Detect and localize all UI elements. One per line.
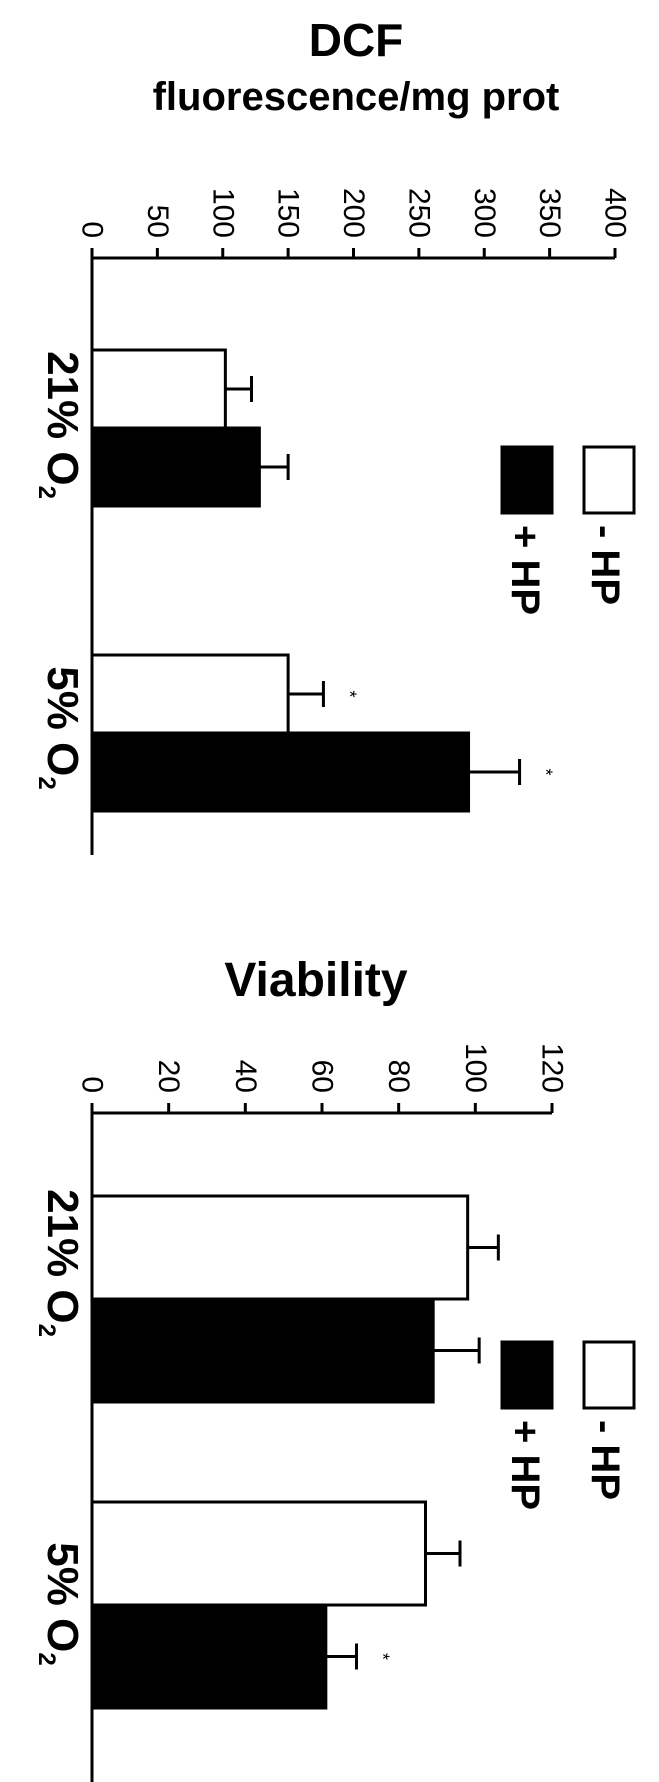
dcf-y-tick-text: 400 (599, 188, 632, 238)
viability-bar (90, 1603, 328, 1710)
viability-legend-label-plus-hp: + HP (503, 1420, 547, 1510)
viability-bar (90, 1194, 470, 1301)
viability-y-tick-text: 20 (152, 1060, 185, 1093)
dcf-category-text-21: 21% O (38, 351, 87, 486)
viability-significance-marker: * (373, 1653, 393, 1660)
viability-bar (90, 1500, 427, 1607)
dcf-legend-label-plus-hp: + HP (503, 525, 547, 615)
dcf-significance-text: * (536, 768, 556, 775)
dcf-y-tick-label: 300 (468, 188, 501, 238)
dcf-y-tick-text: 300 (468, 188, 501, 238)
viability-legend: - HP + HP (500, 1340, 636, 1510)
viability-y-tick-label: 120 (536, 1043, 569, 1093)
dcf-y-tick-text: 150 (272, 188, 305, 238)
svg-text:21% O2: 21% O2 (33, 1189, 87, 1337)
dcf-category-subscript-5: 2 (33, 776, 60, 789)
viability-category-text-5: 5% O (38, 1542, 87, 1652)
viability-legend-swatch-plus-hp (500, 1340, 554, 1410)
dcf-y-tick-label: 200 (337, 188, 370, 238)
dcf-y-tick-label: 0 (76, 221, 109, 238)
dcf-legend-swatch-minus-hp (582, 445, 636, 515)
dcf-bar (90, 731, 471, 813)
dcf-significance-marker: * (339, 690, 359, 697)
viability-title: Viability (224, 954, 407, 1007)
viability-significance-text: * (373, 1653, 393, 1660)
dcf-y-tick-text: 100 (206, 188, 239, 238)
dcf-category-label-5: 5% O2 (33, 666, 87, 789)
dcf-significance-marker: * (536, 768, 556, 775)
viability-y-tick-text: 40 (229, 1060, 262, 1093)
dcf-y-tick-text: 200 (337, 188, 370, 238)
dcf-y-tick-text: 0 (76, 221, 109, 238)
dcf-bar (90, 426, 261, 508)
svg-text:5% O2: 5% O2 (33, 666, 87, 789)
viability-category-subscript-5: 2 (33, 1652, 60, 1665)
dcf-y-tick-label: 350 (533, 188, 566, 238)
dcf-category-text-5: 5% O (38, 666, 87, 776)
viability-bars: * (90, 1194, 500, 1710)
viability-y-tick-text: 80 (382, 1060, 415, 1093)
viability-category-label-21: 21% O2 (33, 1189, 87, 1337)
dcf-y-tick-label: 50 (141, 205, 174, 238)
viability-category-text-21: 21% O (38, 1189, 87, 1324)
viability-y-tick-label: 80 (382, 1060, 415, 1093)
dcf-y-tick-text: 350 (533, 188, 566, 238)
dcf-category-label-21: 21% O2 (33, 351, 87, 499)
viability-bar (90, 1297, 435, 1404)
svg-text:5% O2: 5% O2 (33, 1542, 87, 1665)
dcf-bar (90, 653, 290, 735)
viability-y-tick-text: 120 (536, 1043, 569, 1093)
viability-y-tick-text: 100 (459, 1043, 492, 1093)
dcf-category-subscript-21: 2 (33, 486, 60, 499)
dcf-chart: DCF fluorescence/mg prot 0 50 100 150 200 250… (33, 14, 636, 855)
dcf-y-tick-text: 250 (402, 188, 435, 238)
viability-y-tick-text: 60 (306, 1060, 339, 1093)
svg-text:21% O2: 21% O2 (33, 351, 87, 499)
dcf-title: DCF (309, 14, 404, 66)
viability-category-label-5: 5% O2 (33, 1542, 87, 1665)
viability-y-tick-label: 100 (459, 1043, 492, 1093)
viability-y-tick-label: 60 (306, 1060, 339, 1093)
dcf-y-tick-label: 400 (599, 188, 632, 238)
viability-category-subscript-21: 2 (33, 1324, 60, 1337)
viability-y-tick-label: 0 (76, 1076, 109, 1093)
dcf-y-axis-label: fluorescence/mg prot (153, 75, 560, 119)
dcf-y-tick-text: 50 (141, 205, 174, 238)
dcf-legend-label-minus-hp: - HP (583, 525, 627, 605)
dcf-significance-text: * (339, 690, 359, 697)
viability-y-tick-text: 0 (76, 1076, 109, 1093)
dcf-bar (90, 348, 227, 430)
dcf-bars: ** (90, 348, 556, 813)
dcf-y-tick-label: 150 (272, 188, 305, 238)
dcf-y-tick-label: 250 (402, 188, 435, 238)
viability-y-tick-label: 20 (152, 1060, 185, 1093)
viability-legend-swatch-minus-hp (582, 1340, 636, 1410)
viability-chart: Viability 0 20 40 60 80 100 120 * 21% O2 5% O2… (33, 954, 636, 1782)
viability-legend-label-minus-hp: - HP (583, 1420, 627, 1500)
dcf-y-tick-label: 100 (206, 188, 239, 238)
dcf-legend-swatch-plus-hp (500, 445, 554, 515)
dcf-legend: - HP + HP (500, 445, 636, 615)
viability-y-tick-label: 40 (229, 1060, 262, 1093)
